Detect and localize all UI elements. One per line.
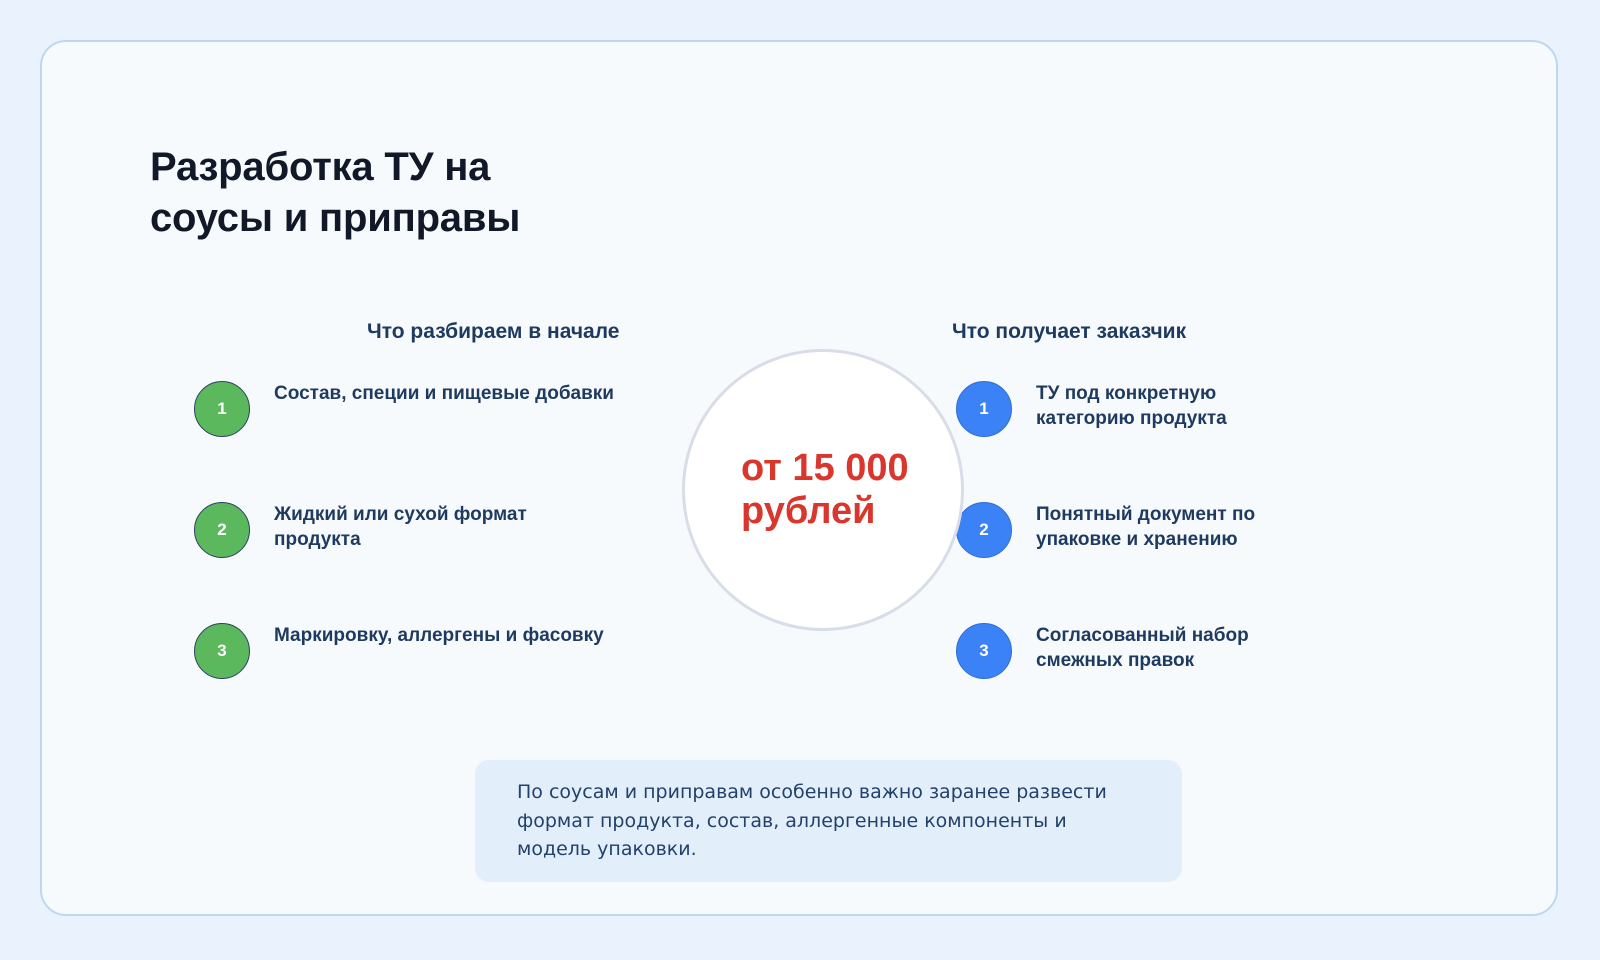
price-label: от 15 000 рублей bbox=[741, 447, 909, 532]
right-list-item-label: Понятный документ по упаковке и хранению bbox=[1036, 504, 1256, 551]
page-title-line-1: Разработка ТУ на bbox=[150, 145, 491, 189]
step-number-badge: 1 bbox=[194, 381, 250, 437]
price-circle: от 15 000 рублей bbox=[682, 349, 964, 631]
step-number-badge: 2 bbox=[194, 502, 250, 558]
right-list-item-2: 2 Понятный документ по упаковке и хранен… bbox=[956, 502, 1316, 558]
step-number-badge: 1 bbox=[956, 381, 1012, 437]
step-number-badge: 3 bbox=[194, 623, 250, 679]
left-list-item-1: 1 Состав, специи и пищевые добавки bbox=[194, 381, 614, 437]
left-list-item-label: Состав, специи и пищевые добавки bbox=[274, 383, 614, 404]
step-number-badge: 3 bbox=[956, 623, 1012, 679]
right-list-item-label: ТУ под конкретную категорию продукта bbox=[1036, 383, 1227, 430]
left-column-header: Что разбираем в начале bbox=[367, 320, 620, 343]
left-list-item-2: 2 Жидкий или сухой формат продукта bbox=[194, 502, 614, 558]
note-text: По соусам и приправам особенно важно зар… bbox=[517, 780, 1107, 861]
main-card: Разработка ТУ на соусы и приправы Что ра… bbox=[40, 40, 1558, 916]
note-box: По соусам и приправам особенно важно зар… bbox=[475, 760, 1182, 882]
left-list-item-3: 3 Маркировку, аллергены и фасовку bbox=[194, 623, 614, 679]
right-list-item-label: Согласованный набор смежных правок bbox=[1036, 625, 1249, 672]
page-title: Разработка ТУ на соусы и приправы bbox=[150, 142, 770, 244]
right-list-item-1: 1 ТУ под конкретную категорию продукта bbox=[956, 381, 1316, 437]
right-list-item-3: 3 Согласованный набор смежных правок bbox=[956, 623, 1316, 679]
step-number-badge: 2 bbox=[956, 502, 1012, 558]
left-list-item-label: Маркировку, аллергены и фасовку bbox=[274, 625, 604, 646]
left-list-item-label: Жидкий или сухой формат продукта bbox=[274, 504, 527, 551]
right-column-header: Что получает заказчик bbox=[952, 320, 1187, 343]
page-title-line-2: соусы и приправы bbox=[150, 196, 521, 241]
